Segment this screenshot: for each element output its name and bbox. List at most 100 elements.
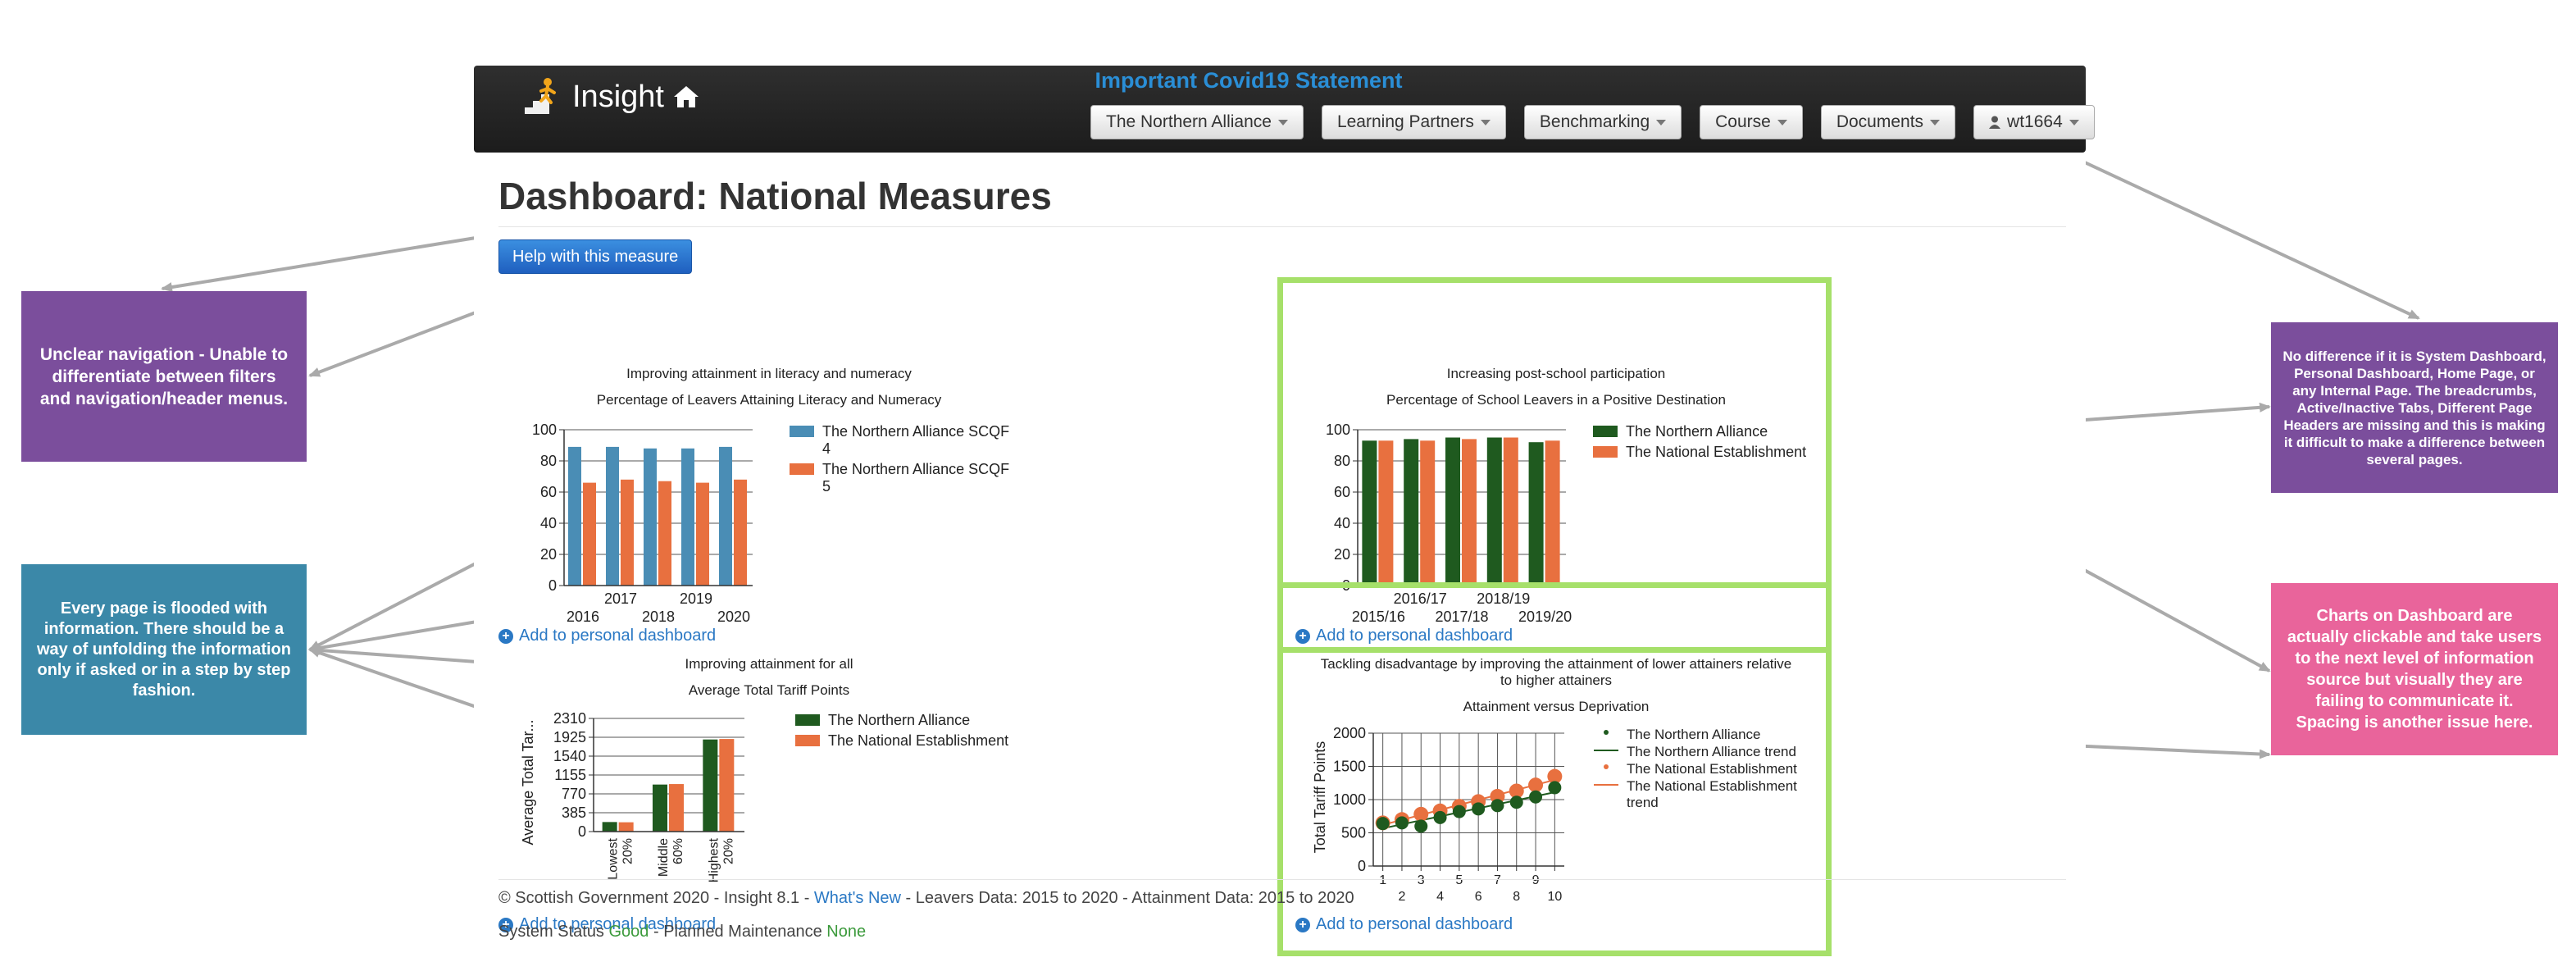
trend-line — [1382, 778, 1555, 826]
menu-benchmarking[interactable]: Benchmarking — [1523, 105, 1682, 139]
caret-down-icon — [2069, 119, 2079, 125]
bar — [658, 481, 671, 586]
x-tick-label: 10 — [1547, 890, 1562, 902]
status-label: System Status — [498, 923, 609, 941]
x-tick-label: 2016/17 — [1394, 590, 1447, 607]
legend-item: The Northern Alliance SCQF 4 — [790, 423, 1011, 458]
chart-title: Improving attainment for all — [685, 656, 853, 672]
y-tick-label: 1540 — [553, 748, 586, 764]
y-tick-label: 20 — [540, 546, 557, 563]
bar — [1420, 440, 1436, 586]
y-tick-label: 100 — [532, 422, 557, 438]
caret-down-icon — [1930, 119, 1941, 125]
data-point — [1433, 810, 1447, 824]
legend-swatch — [795, 714, 820, 726]
data-point — [1376, 817, 1390, 831]
chart-post-school[interactable]: 0 20 40 60 80 100 2015/16 2016/17 2017/18 2018/19… — [1295, 415, 1574, 628]
y-tick-label: 2310 — [553, 710, 586, 727]
y-tick-label: 40 — [1334, 515, 1350, 531]
bar — [1486, 437, 1502, 586]
menu-northern-alliance[interactable]: The Northern Alliance — [1090, 105, 1304, 139]
menu-user[interactable]: wt1664 — [1973, 105, 2095, 139]
menu-label: Learning Partners — [1336, 112, 1474, 131]
bar — [1362, 440, 1377, 586]
chart-panel-literacy[interactable]: Improving attainment in literacy and num… — [498, 297, 1040, 658]
legend-label: The Northern Alliance — [1626, 423, 1768, 440]
chart-title: Increasing post-school participation — [1446, 366, 1666, 381]
x-tick-label: Middle — [657, 838, 671, 877]
caret-down-icon — [1656, 119, 1667, 125]
menu-label: wt1664 — [2007, 112, 2063, 131]
y-tick-label: 0 — [1342, 577, 1350, 594]
x-tick-label: 4 — [1436, 890, 1444, 902]
y-tick-label: 40 — [540, 515, 557, 531]
legend-item: The National Establishment — [795, 732, 1033, 750]
legend-item: The National Establishment — [1594, 761, 1815, 777]
legend-swatch — [795, 735, 820, 746]
help-button[interactable]: Help with this measure — [498, 239, 693, 274]
y-tick-label: 0 — [1358, 858, 1366, 874]
data-point — [1395, 816, 1409, 830]
chart-legend: The Northern Alliance The National Estab… — [1593, 423, 1814, 464]
x-tick-label: 2020 — [717, 609, 750, 625]
x-tick-label: 1 — [1379, 873, 1386, 887]
x-tick-label: 3 — [1418, 873, 1425, 887]
caret-down-icon — [1777, 119, 1787, 125]
menu-documents[interactable]: Documents — [1820, 105, 1956, 139]
data-point — [1491, 799, 1504, 813]
home-icon[interactable] — [672, 84, 700, 109]
bar — [1503, 437, 1518, 586]
annotation-page-headers: No difference if it is System Dashboard,… — [2271, 322, 2558, 493]
y-tick-label: 500 — [1341, 825, 1366, 841]
add-link-label: Add to personal dashboard — [519, 627, 717, 645]
footer-data-range: - Leavers Data: 2015 to 2020 - Attainmen… — [901, 889, 1354, 907]
data-point — [1509, 795, 1523, 809]
x-tick-label: 2019/20 — [1518, 609, 1572, 625]
chart-panel-post-school[interactable]: Increasing post-school participation Per… — [1295, 297, 1817, 658]
legend-label: The Northern Alliance trend — [1627, 744, 1796, 759]
legend-swatch — [1594, 744, 1618, 755]
bar — [669, 784, 684, 832]
add-to-dashboard-link[interactable]: + Add to personal dashboard — [1295, 627, 1513, 645]
data-point — [1413, 806, 1429, 822]
bar — [1462, 439, 1477, 586]
chart-literacy[interactable]: 0 20 40 60 80 100 2016 2017 2018 2019 2020 — [498, 415, 761, 628]
add-to-dashboard-link[interactable]: + Add to personal dashboard — [498, 627, 716, 645]
y-tick-label: 1500 — [1333, 759, 1366, 775]
annotation-clickable-charts: Charts on Dashboard are actually clickab… — [2271, 583, 2558, 755]
add-to-dashboard-link[interactable]: + Add to personal dashboard — [1295, 915, 1513, 934]
annotation-flooded: Every page is flooded with information. … — [21, 564, 307, 735]
chart-legend: The Northern Alliance The Northern Allia… — [1594, 727, 1815, 812]
y-tick-label: 20 — [1334, 546, 1350, 563]
chart-panel-attainment-all[interactable]: Improving attainment for all Average Tot… — [498, 656, 1040, 951]
whats-new-link[interactable]: What's New — [813, 889, 901, 907]
x-tick-label: 9 — [1532, 873, 1540, 887]
page-title: Dashboard: National Measures — [498, 175, 1052, 217]
bar — [1378, 440, 1394, 586]
stairs-climber-icon — [525, 78, 556, 114]
bar — [644, 448, 657, 586]
legend-label: The National Establishment — [828, 732, 1009, 749]
bar — [568, 446, 581, 586]
footer-copyright: © Scottish Government 2020 - Insight 8.1… — [498, 889, 814, 907]
plus-circle-icon: + — [498, 628, 513, 644]
add-to-dashboard-link[interactable]: + Add to personal dashboard — [498, 915, 716, 934]
brand-logo[interactable]: Insight — [523, 72, 700, 121]
y-tick-label: 770 — [562, 786, 586, 802]
menu-course[interactable]: Course — [1700, 105, 1803, 139]
data-point — [1548, 781, 1562, 795]
x-tick-label: 60% — [671, 838, 685, 864]
legend-item: The Northern Alliance — [1593, 423, 1814, 440]
menu-learning-partners[interactable]: Learning Partners — [1321, 105, 1506, 139]
covid-statement-link[interactable]: Important Covid19 Statement — [1095, 68, 1403, 93]
status-value: Good — [608, 923, 649, 941]
menu-label: Documents — [1836, 112, 1924, 131]
bar — [719, 446, 732, 586]
chart-panel-disadvantage[interactable]: Tackling disadvantage by improving the a… — [1295, 656, 1817, 951]
data-point — [1490, 788, 1505, 804]
legend-item: The Northern Alliance — [795, 712, 1033, 729]
maintenance-label: - Planned Maintenance — [649, 923, 827, 941]
data-point — [1509, 783, 1524, 799]
